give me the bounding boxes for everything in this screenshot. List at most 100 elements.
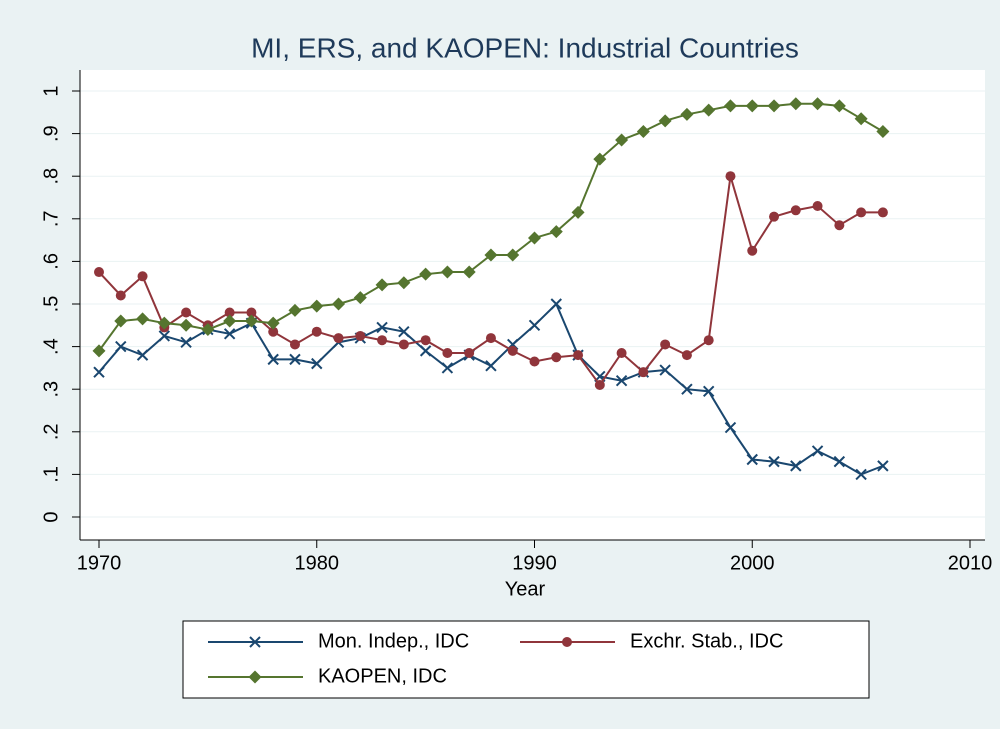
marker <box>725 171 736 182</box>
marker <box>332 297 346 311</box>
marker <box>223 314 237 328</box>
marker <box>594 379 605 390</box>
marker <box>266 316 280 330</box>
marker <box>811 97 825 111</box>
marker <box>562 637 572 647</box>
marker <box>181 307 192 318</box>
marker <box>419 345 432 357</box>
marker <box>549 225 563 239</box>
marker <box>660 339 671 350</box>
marker <box>636 124 650 138</box>
marker <box>724 421 737 434</box>
marker <box>288 303 302 317</box>
marker <box>681 383 693 395</box>
y-tick-label: .1 <box>40 466 62 483</box>
marker <box>377 335 388 346</box>
marker <box>419 267 433 281</box>
marker <box>136 312 150 326</box>
y-tick-label: .3 <box>40 381 62 398</box>
marker <box>248 670 262 684</box>
legend-item: Exchr. Stab., IDC <box>520 630 783 652</box>
marker <box>92 344 106 358</box>
legend-label: Exchr. Stab., IDC <box>630 630 783 652</box>
marker <box>812 201 823 212</box>
marker <box>856 207 867 218</box>
marker <box>462 265 476 279</box>
marker <box>723 99 737 113</box>
legend-item: Mon. Indep., IDC <box>208 630 469 652</box>
marker <box>811 445 824 457</box>
marker <box>114 314 128 328</box>
marker <box>180 336 192 349</box>
marker <box>855 468 867 481</box>
marker <box>615 374 628 387</box>
marker <box>464 347 475 358</box>
marker <box>747 245 758 256</box>
marker <box>157 316 171 330</box>
marker <box>571 205 585 219</box>
plot-area <box>80 70 985 540</box>
marker <box>854 112 868 126</box>
marker <box>376 321 388 334</box>
marker <box>244 314 258 328</box>
marker <box>616 347 627 358</box>
marker <box>615 133 629 147</box>
marker <box>767 99 781 113</box>
marker <box>551 352 562 363</box>
marker <box>375 278 389 292</box>
marker <box>441 362 454 374</box>
marker <box>398 325 410 338</box>
marker <box>115 290 126 301</box>
marker <box>223 328 236 340</box>
y-tick-label: .8 <box>40 168 62 185</box>
marker <box>638 367 649 378</box>
marker <box>529 356 540 367</box>
marker <box>789 97 803 111</box>
y-tick-label: .4 <box>40 338 62 355</box>
marker <box>528 231 541 245</box>
marker <box>136 349 149 361</box>
x-tick-label: 1980 <box>295 552 340 574</box>
marker <box>484 248 498 262</box>
legend-label: KAOPEN, IDC <box>318 665 447 687</box>
marker <box>355 330 366 341</box>
marker <box>268 326 279 337</box>
marker <box>834 220 845 231</box>
marker <box>876 124 890 138</box>
marker <box>442 347 453 358</box>
marker <box>249 636 261 648</box>
marker <box>658 114 672 128</box>
y-tick-label: 0 <box>40 511 62 522</box>
marker <box>506 248 520 262</box>
marker <box>94 267 104 278</box>
marker <box>790 460 802 472</box>
marker <box>115 340 127 353</box>
marker <box>267 353 279 366</box>
marker <box>420 335 431 346</box>
x-tick-label: 1990 <box>512 552 557 574</box>
marker <box>507 345 518 356</box>
chart-title: MI, ERS, and KAOPEN: Industrial Countrie… <box>251 32 799 63</box>
marker <box>311 357 323 370</box>
marker <box>289 353 301 366</box>
marker <box>397 276 411 290</box>
marker <box>768 455 780 468</box>
marker <box>485 333 496 344</box>
marker <box>550 298 562 310</box>
marker <box>353 291 367 305</box>
marker <box>137 271 148 282</box>
marker <box>877 460 889 472</box>
marker <box>746 453 758 466</box>
marker <box>833 455 846 468</box>
marker <box>224 307 235 318</box>
marker <box>832 99 846 113</box>
x-tick-label: 2010 <box>948 552 993 574</box>
marker <box>877 207 888 218</box>
marker <box>528 319 541 332</box>
marker <box>333 333 344 344</box>
y-tick-label: .5 <box>40 296 62 313</box>
marker <box>769 211 780 222</box>
y-tick-label: .6 <box>40 253 62 270</box>
x-axis-title: Year <box>505 578 546 600</box>
